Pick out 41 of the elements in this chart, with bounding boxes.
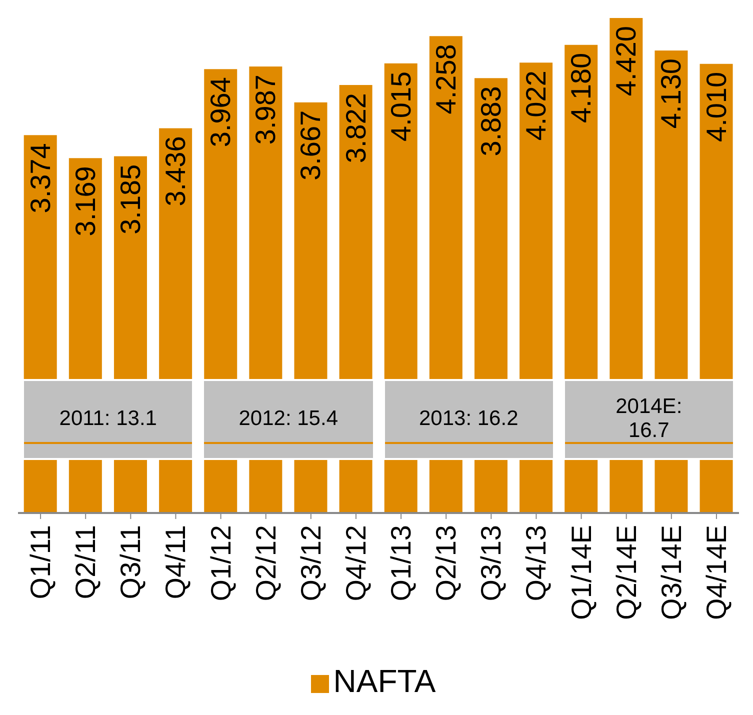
data-label: 3.822: [340, 92, 372, 164]
x-tick-label: Q4/14E: [700, 525, 732, 620]
x-tick-label: Q1/12: [205, 525, 236, 602]
data-label: 3.987: [250, 74, 282, 145]
x-tick-label: Q2/12: [250, 525, 282, 602]
x-tick-label: Q1/13: [386, 525, 417, 602]
data-label: 3.185: [114, 164, 146, 234]
year-box: 2012: 15.4: [202, 378, 374, 460]
x-tick-label: Q2/13: [430, 525, 462, 602]
data-label: 4.015: [385, 71, 416, 142]
x-tick-label: Q2/14E: [610, 525, 642, 620]
data-label: 4.010: [700, 72, 732, 142]
data-label: 3.436: [160, 136, 192, 206]
year-box: 2011: 13.1: [22, 378, 194, 460]
annotation: 2012: 15.4: [238, 407, 338, 432]
x-tick-label: Q4/12: [340, 525, 372, 602]
data-label: 4.130: [656, 58, 687, 129]
x-tick-label: Q4/13: [520, 525, 552, 602]
x-tick-label: Q3/12: [295, 525, 326, 602]
annotation: 2014E: 16.7: [614, 395, 684, 444]
x-tick-label: Q3/14E: [656, 525, 687, 620]
data-label: 3.169: [70, 166, 101, 236]
x-tick-label: Q1/11: [25, 525, 56, 600]
x-tick-label: Q1/14E: [566, 525, 597, 620]
data-label: 4.022: [520, 70, 552, 141]
annotation: 2011: 13.1: [59, 407, 157, 432]
data-label: 4.258: [430, 44, 462, 114]
data-label: 4.420: [610, 26, 642, 96]
data-label: 3.667: [295, 110, 326, 180]
data-label: 3.374: [24, 143, 56, 214]
x-tick-label: Q3/11: [115, 525, 146, 600]
data-label: 3.964: [205, 77, 236, 148]
year-box: 2013: 16.2: [382, 378, 555, 460]
x-tick-label: Q4/11: [160, 525, 192, 600]
data-label: 4.180: [566, 52, 597, 123]
x-tick-label: Q3/13: [476, 525, 507, 602]
legend-label: NAFTA: [333, 663, 436, 699]
year-box: 2014E: 16.7: [562, 378, 735, 460]
data-label: 3.883: [475, 86, 506, 156]
x-tick-label: Q2/11: [70, 525, 102, 600]
annotation: 2013: 16.2: [418, 407, 518, 432]
